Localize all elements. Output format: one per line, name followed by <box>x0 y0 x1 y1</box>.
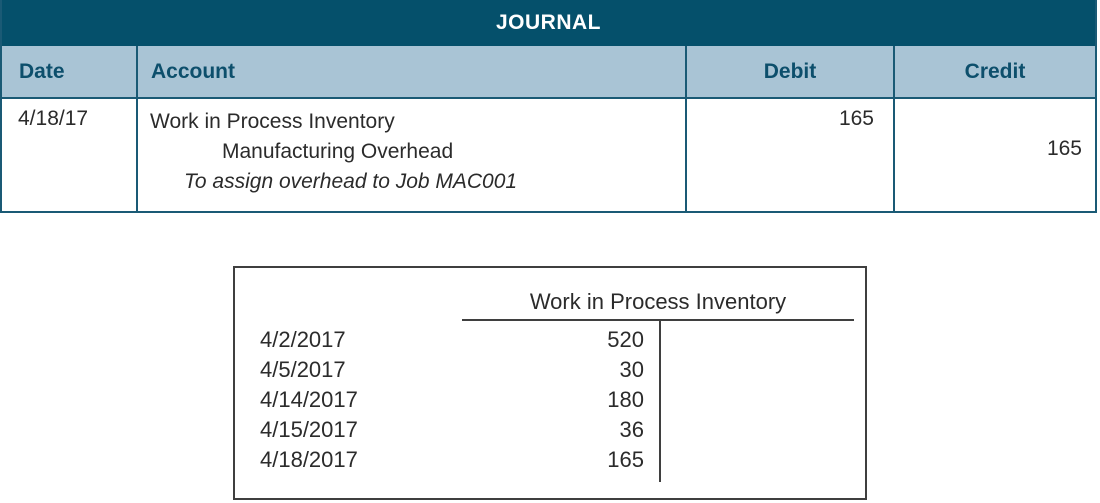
entry-credit-amount: 165 <box>1046 137 1082 160</box>
entry-credit-account-name: Manufacturing Overhead <box>222 140 454 163</box>
t-entry-amount: 30 <box>619 357 644 382</box>
t-entry-date: 4/14/2017 <box>260 387 358 412</box>
t-entry-amount: 520 <box>607 327 644 352</box>
entry-date: 4/18/17 <box>2 99 138 211</box>
column-header-debit: Debit <box>687 46 895 97</box>
t-entry-date: 4/5/2017 <box>260 357 346 382</box>
t-entry-date: 4/15/2017 <box>260 417 358 442</box>
t-account-row: 4/14/2017 180 <box>235 385 644 415</box>
t-account-row: 4/18/2017 165 <box>235 445 644 475</box>
journal-table: JOURNAL Date Account Debit Credit 4/18/1… <box>0 0 1097 213</box>
entry-memo: To assign overhead to Job MAC001 <box>184 170 518 193</box>
entry-account-cell: Work in Process Inventory Manufacturing … <box>138 99 687 211</box>
journal-table-title: JOURNAL <box>2 0 1095 46</box>
t-account-row: 4/15/2017 36 <box>235 415 644 445</box>
t-account-divider-line <box>659 319 661 482</box>
entry-debit-account-name: Work in Process Inventory <box>150 110 395 133</box>
t-account-debit-entries: 4/2/2017 520 4/5/2017 30 4/14/2017 180 4… <box>235 325 644 475</box>
t-account-row: 4/2/2017 520 <box>235 325 644 355</box>
t-account-top-rule <box>462 319 854 321</box>
t-account-title: Work in Process Inventory <box>529 289 787 314</box>
t-account-row: 4/5/2017 30 <box>235 355 644 385</box>
column-header-date: Date <box>2 46 138 97</box>
column-header-account: Account <box>138 46 687 97</box>
t-entry-date: 4/2/2017 <box>260 327 346 352</box>
column-header-credit: Credit <box>964 59 1026 83</box>
entry-debit-amount: 165 <box>687 99 895 211</box>
journal-header-row: Date Account Debit Credit <box>2 46 1095 99</box>
t-entry-amount: 165 <box>607 447 644 472</box>
journal-entry-row: 4/18/17 Work in Process Inventory Manufa… <box>2 99 1095 211</box>
t-entry-amount: 180 <box>607 387 644 412</box>
t-entry-date: 4/18/2017 <box>260 447 358 472</box>
t-account-box: Work in Process Inventory 4/2/2017 520 4… <box>233 266 867 500</box>
t-entry-amount: 36 <box>619 417 644 442</box>
